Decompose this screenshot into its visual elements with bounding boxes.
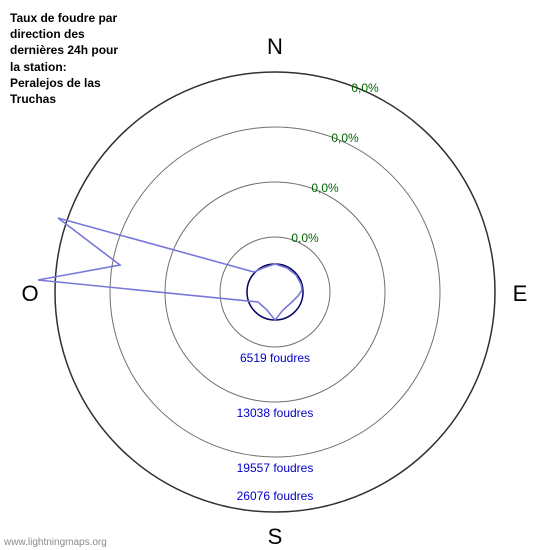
cardinal-s: S <box>268 524 283 549</box>
rose-polygon <box>38 218 302 320</box>
pct-label-4: 0,0% <box>351 81 379 95</box>
ring-2 <box>165 182 385 402</box>
cardinal-n: N <box>267 34 283 59</box>
pct-label-3: 0,0% <box>331 131 359 145</box>
footer-credit: www.lightningmaps.org <box>4 537 107 548</box>
chart-stage: Taux de foudre par direction des dernièr… <box>0 0 550 550</box>
foudres-label-3: 19557 foudres <box>237 461 314 475</box>
ring-4-outer <box>55 72 495 512</box>
foudres-label-2: 13038 foudres <box>237 406 314 420</box>
ring-1 <box>220 237 330 347</box>
pct-label-1: 0,0% <box>291 231 319 245</box>
cardinal-w: O <box>21 281 38 306</box>
pct-label-2: 0,0% <box>311 181 339 195</box>
foudres-label-1: 6519 foudres <box>240 351 310 365</box>
foudres-label-4: 26076 foudres <box>237 489 314 503</box>
cardinal-e: E <box>513 281 528 306</box>
center-circle <box>247 264 303 320</box>
page-title: Taux de foudre par direction des dernièr… <box>10 10 120 107</box>
